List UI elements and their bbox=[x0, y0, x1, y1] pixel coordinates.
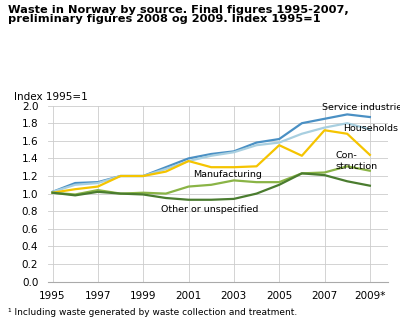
Text: preliminary figures 2008 og 2009. Index 1995=1: preliminary figures 2008 og 2009. Index … bbox=[8, 14, 321, 24]
Text: Manufacturing: Manufacturing bbox=[193, 170, 262, 179]
Text: ¹ Including waste generated by waste collection and treatment.: ¹ Including waste generated by waste col… bbox=[8, 308, 297, 317]
Text: Waste in Norway by source. Final figures 1995-2007,: Waste in Norway by source. Final figures… bbox=[8, 5, 349, 15]
Text: Households: Households bbox=[343, 124, 398, 133]
Text: Other or unspecified: Other or unspecified bbox=[161, 205, 259, 214]
Text: Con-
struction: Con- struction bbox=[336, 151, 378, 171]
Text: Service industries¹: Service industries¹ bbox=[322, 103, 400, 112]
Text: Index 1995=1: Index 1995=1 bbox=[14, 92, 88, 102]
